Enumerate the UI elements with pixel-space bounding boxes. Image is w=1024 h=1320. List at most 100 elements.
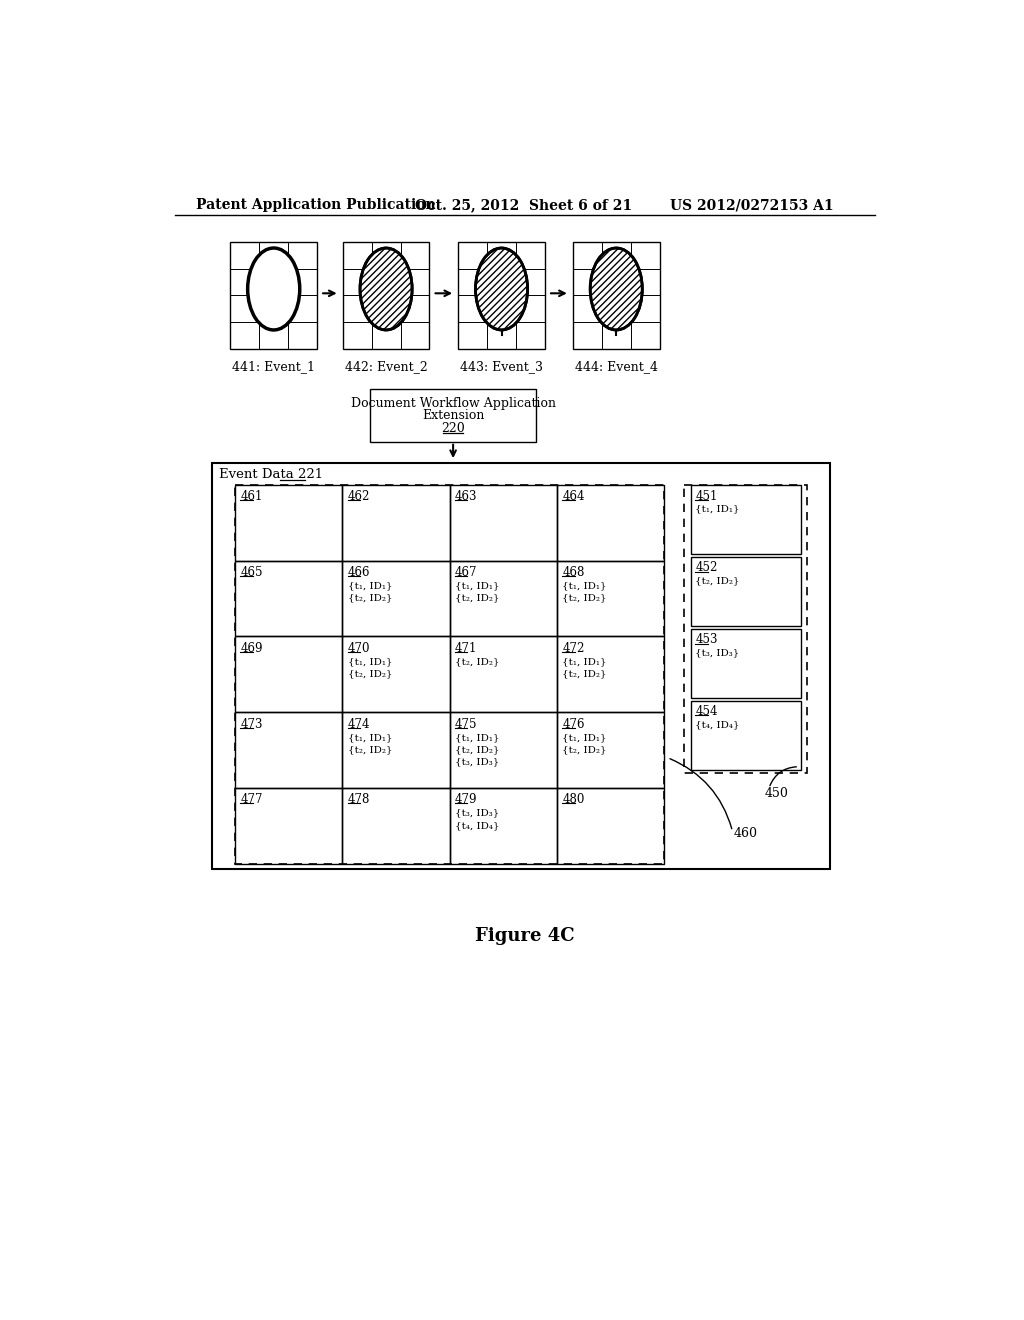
Text: 460: 460 xyxy=(734,826,758,840)
Ellipse shape xyxy=(475,248,527,330)
Text: 472: 472 xyxy=(562,642,585,655)
Text: {t₂, ID₂}: {t₂, ID₂} xyxy=(695,576,739,585)
Text: {t₁, ID₁}: {t₁, ID₁} xyxy=(562,657,607,667)
FancyArrowPatch shape xyxy=(770,767,797,785)
Text: {t₁, ID₁}: {t₁, ID₁} xyxy=(455,581,500,590)
FancyArrowPatch shape xyxy=(670,759,732,829)
Bar xyxy=(450,788,557,863)
Text: {t₃, ID₃}: {t₃, ID₃} xyxy=(455,809,500,818)
Text: 462: 462 xyxy=(348,490,370,503)
Text: 220: 220 xyxy=(441,422,465,434)
Bar xyxy=(557,788,665,863)
Text: 461: 461 xyxy=(241,490,263,503)
Bar xyxy=(342,713,450,788)
Text: {t₂, ID₂}: {t₂, ID₂} xyxy=(348,746,392,754)
Bar xyxy=(450,636,557,713)
Bar xyxy=(557,484,665,561)
Text: {t₁, ID₁}: {t₁, ID₁} xyxy=(348,657,392,667)
Bar xyxy=(234,561,342,636)
Text: US 2012/0272153 A1: US 2012/0272153 A1 xyxy=(671,198,835,213)
Text: {t₄, ID₄}: {t₄, ID₄} xyxy=(455,821,500,830)
Bar xyxy=(557,636,665,713)
Text: Patent Application Publication: Patent Application Publication xyxy=(197,198,436,213)
Text: 467: 467 xyxy=(455,566,477,579)
Bar xyxy=(234,713,342,788)
Text: {t₂, ID₂}: {t₂, ID₂} xyxy=(562,669,607,678)
Bar xyxy=(343,242,429,350)
Bar xyxy=(690,628,801,698)
Text: Figure 4C: Figure 4C xyxy=(475,927,574,945)
Text: 480: 480 xyxy=(562,793,585,807)
Text: {t₁, ID₁}: {t₁, ID₁} xyxy=(695,504,739,513)
Bar xyxy=(234,484,342,561)
Text: {t₁, ID₁}: {t₁, ID₁} xyxy=(455,733,500,742)
Text: Document Workflow Application: Document Workflow Application xyxy=(350,397,556,411)
Bar xyxy=(342,484,450,561)
Text: 463: 463 xyxy=(455,490,477,503)
Bar xyxy=(557,561,665,636)
Bar xyxy=(370,389,537,442)
Text: {t₁, ID₁}: {t₁, ID₁} xyxy=(562,581,607,590)
Text: {t₂, ID₂}: {t₂, ID₂} xyxy=(562,594,607,603)
Text: {t₂, ID₂}: {t₂, ID₂} xyxy=(455,657,500,667)
Bar xyxy=(690,557,801,626)
Bar xyxy=(342,561,450,636)
Bar xyxy=(572,242,659,350)
Text: 453: 453 xyxy=(695,634,718,647)
Bar xyxy=(234,484,665,863)
Text: 471: 471 xyxy=(455,642,477,655)
Text: 473: 473 xyxy=(241,718,263,730)
Text: 464: 464 xyxy=(562,490,585,503)
Text: {t₃, ID₃}: {t₃, ID₃} xyxy=(695,648,739,657)
Text: 465: 465 xyxy=(241,566,263,579)
Bar xyxy=(342,636,450,713)
Text: 476: 476 xyxy=(562,718,585,730)
Text: {t₁, ID₁}: {t₁, ID₁} xyxy=(562,733,607,742)
Text: {t₂, ID₂}: {t₂, ID₂} xyxy=(348,669,392,678)
Text: 452: 452 xyxy=(695,561,718,574)
Text: 451: 451 xyxy=(695,490,718,503)
Ellipse shape xyxy=(360,248,412,330)
Text: 468: 468 xyxy=(562,566,585,579)
Ellipse shape xyxy=(590,248,642,330)
Text: Extension: Extension xyxy=(422,409,484,422)
Bar xyxy=(450,561,557,636)
Text: {t₃, ID₃}: {t₃, ID₃} xyxy=(455,758,500,767)
Text: 475: 475 xyxy=(455,718,477,730)
Bar xyxy=(557,713,665,788)
Bar xyxy=(230,242,317,350)
Bar xyxy=(342,788,450,863)
Text: Event Data 221: Event Data 221 xyxy=(219,469,324,480)
Text: 450: 450 xyxy=(765,787,788,800)
Ellipse shape xyxy=(248,248,300,330)
Text: {t₄, ID₄}: {t₄, ID₄} xyxy=(695,721,739,729)
Text: {t₂, ID₂}: {t₂, ID₂} xyxy=(562,746,607,754)
Text: 474: 474 xyxy=(348,718,371,730)
Text: 443: Event_3: 443: Event_3 xyxy=(460,360,543,374)
Text: 479: 479 xyxy=(455,793,477,807)
Text: 441: Event_1: 441: Event_1 xyxy=(232,360,315,374)
Text: 477: 477 xyxy=(241,793,263,807)
Text: {t₁, ID₁}: {t₁, ID₁} xyxy=(348,581,392,590)
Text: 466: 466 xyxy=(348,566,371,579)
Bar xyxy=(684,484,807,774)
Bar xyxy=(234,636,342,713)
Text: 469: 469 xyxy=(241,642,263,655)
Text: 478: 478 xyxy=(348,793,370,807)
Text: {t₂, ID₂}: {t₂, ID₂} xyxy=(455,594,500,603)
Text: 470: 470 xyxy=(348,642,371,655)
Text: {t₁, ID₁}: {t₁, ID₁} xyxy=(348,733,392,742)
Bar xyxy=(690,701,801,770)
Bar xyxy=(234,788,342,863)
Text: 442: Event_2: 442: Event_2 xyxy=(345,360,427,374)
Text: {t₂, ID₂}: {t₂, ID₂} xyxy=(348,594,392,603)
Bar xyxy=(458,242,545,350)
Text: 444: Event_4: 444: Event_4 xyxy=(574,360,657,374)
Bar xyxy=(450,484,557,561)
Bar xyxy=(212,462,830,869)
Text: 454: 454 xyxy=(695,705,718,718)
Text: {t₂, ID₂}: {t₂, ID₂} xyxy=(455,746,500,754)
Bar xyxy=(690,484,801,554)
Bar xyxy=(450,713,557,788)
Text: Oct. 25, 2012  Sheet 6 of 21: Oct. 25, 2012 Sheet 6 of 21 xyxy=(415,198,632,213)
